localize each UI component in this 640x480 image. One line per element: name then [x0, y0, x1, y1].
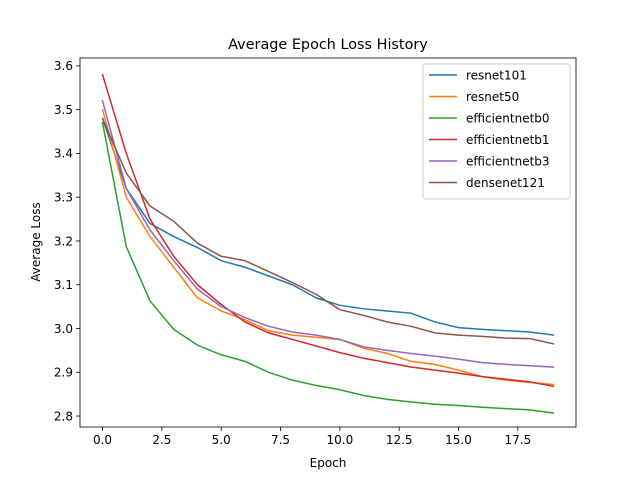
series-line-efficientnetb3	[101, 99, 555, 368]
y-axis: 2.8 2.9 3.0 3.1 3.2 3.3 3.4 3.5 3.6	[54, 59, 80, 423]
x-tick-label: 2.5	[152, 433, 171, 447]
legend-label-resnet50: resnet50	[466, 90, 519, 104]
legend-label-efficientnetb1: efficientnetb1	[466, 133, 550, 147]
x-tick-label: 15.0	[445, 433, 472, 447]
y-axis-label: Average Loss	[29, 202, 43, 281]
legend-label-efficientnetb0: efficientnetb0	[466, 111, 550, 125]
chart-title: Average Epoch Loss History	[228, 37, 428, 53]
legend-label-densenet121: densenet121	[466, 176, 545, 190]
legend-box	[422, 63, 571, 200]
x-tick-label: 10.0	[327, 433, 354, 447]
x-tick-label: 0.0	[93, 433, 112, 447]
axes-frame	[79, 57, 577, 428]
y-tick-label: 3.1	[54, 278, 73, 292]
x-axis: 0.0 2.5 5.0 7.5 10.0 12.5 15.0 17.5	[93, 427, 531, 447]
series-line-densenet121	[101, 117, 555, 345]
series-line-efficientnetb0	[101, 121, 555, 414]
y-tick-label: 3.2	[54, 234, 73, 248]
x-tick-label: 7.5	[271, 433, 290, 447]
legend: resnet101 resnet50 efficientnetb0 efficient…	[422, 63, 571, 200]
x-tick-label: 5.0	[212, 433, 231, 447]
plot-area	[101, 73, 555, 414]
legend-label-resnet101: resnet101	[466, 68, 527, 82]
y-tick-label: 3.3	[54, 190, 73, 204]
legend-label-efficientnetb3: efficientnetb3	[466, 154, 550, 168]
series-line-efficientnetb1	[101, 73, 555, 388]
y-tick-label: 3.6	[54, 59, 73, 73]
y-tick-label: 3.4	[54, 147, 73, 161]
y-tick-label: 2.8	[54, 409, 73, 423]
y-tick-label: 3.0	[54, 322, 73, 336]
x-tick-label: 17.5	[504, 433, 531, 447]
x-tick-label: 12.5	[386, 433, 413, 447]
x-axis-label: Epoch	[310, 456, 347, 470]
y-tick-label: 2.9	[54, 366, 73, 380]
y-tick-label: 3.5	[54, 103, 73, 117]
